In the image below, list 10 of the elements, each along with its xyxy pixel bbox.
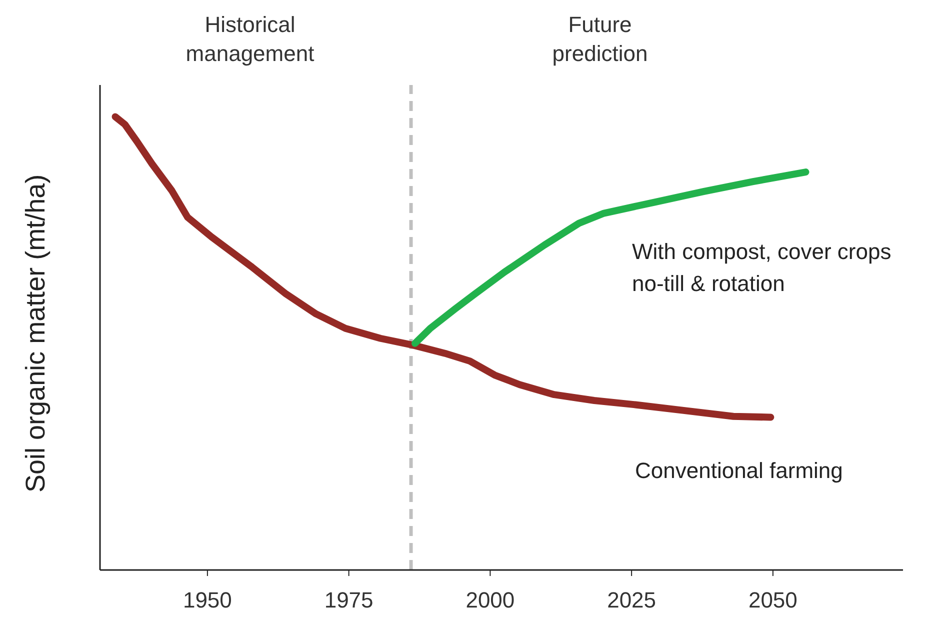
x-tick-label: 2025 xyxy=(607,588,656,613)
x-tick-label: 1950 xyxy=(182,588,232,613)
series-label: With compost, cover crops no-till & rotation xyxy=(632,238,892,298)
y-axis-title: Soil organic matter (mt/ha) xyxy=(20,174,51,492)
text: Historical management xyxy=(184,11,316,68)
text: Conventional farming xyxy=(635,457,844,485)
text: Future prediction xyxy=(551,11,649,68)
x-tick-label: 2000 xyxy=(466,588,515,613)
x-tick-label: 1975 xyxy=(324,588,374,613)
x-tick-label: 2050 xyxy=(748,588,798,613)
